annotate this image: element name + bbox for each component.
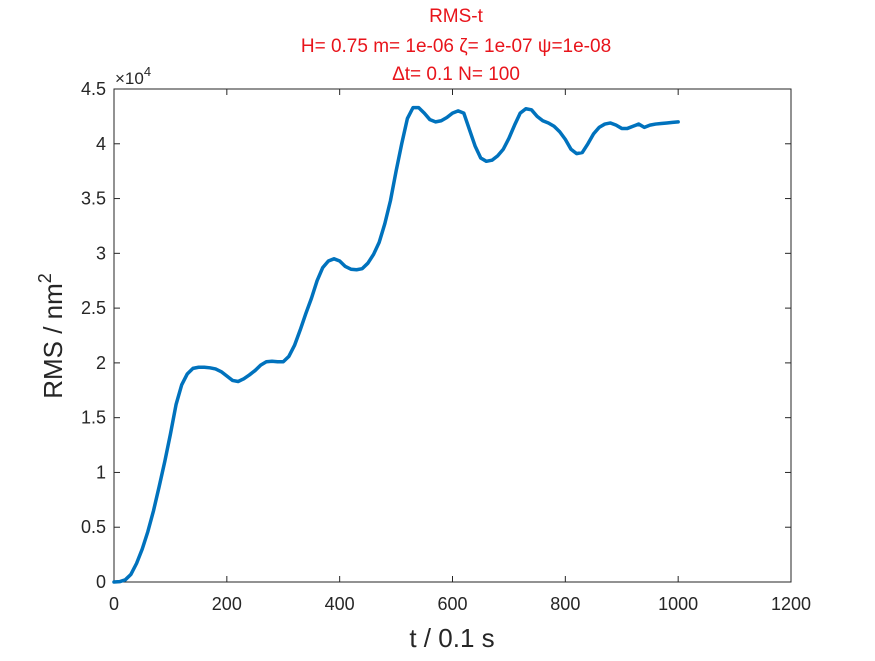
y-tick-label: 3.5 [81,189,106,209]
y-axis-ticks: 0 0.5 1 1.5 2 2.5 3 3.5 4 4.5 [81,79,791,592]
y-tick-label: 1 [96,462,106,482]
x-tick-label: 400 [325,594,355,614]
chart-title-line-3: Δt= 0.1 N= 100 [392,64,520,85]
y-tick-label: 2.5 [81,298,106,318]
x-tick-label: 1200 [771,594,811,614]
x-tick-label: 1000 [658,594,698,614]
x-tick-label: 200 [212,594,242,614]
series-line [112,105,680,584]
x-tick-label: 800 [550,594,580,614]
chart-title-line-1: RMS-t [429,6,484,27]
y-tick-label: 2 [96,353,106,373]
x-tick-label: 600 [437,594,467,614]
y-tick-label: 4 [96,134,106,154]
plot-area [113,88,792,583]
y-tick-label: 0.5 [81,517,106,537]
y-axis-label-base: RMS / nm [38,283,68,399]
chart-title-line-2: H= 0.75 m= 1e-06 ζ= 1e-07 ψ=1e-08 [301,36,611,57]
y-axis-multiplier: ×104 [115,64,151,88]
y-axis-label: RMS / nm2 [35,273,68,399]
y-axis-multiplier-exponent: 4 [144,64,151,79]
x-tick-label: 0 [109,594,119,614]
y-tick-label: 3 [96,243,106,263]
x-axis-ticks: 0 200 400 600 800 1000 1200 [109,89,811,614]
y-axis-multiplier-base: ×10 [115,69,144,88]
y-axis-label-superscript: 2 [35,273,55,283]
y-tick-label: 1.5 [81,408,106,428]
y-tick-label: 4.5 [81,79,106,99]
x-axis-label: t / 0.1 s [409,623,494,653]
y-tick-label: 0 [96,572,106,592]
